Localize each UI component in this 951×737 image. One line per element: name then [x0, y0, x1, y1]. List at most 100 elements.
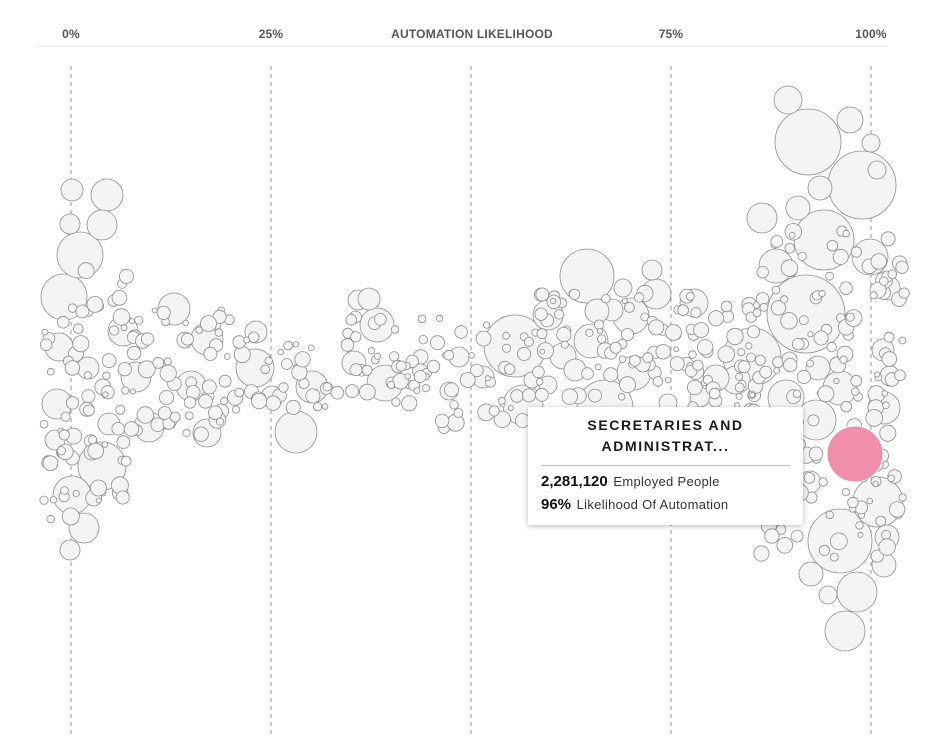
occupation-bubble-small: [417, 314, 427, 324]
x-tick-label: 75%: [659, 27, 684, 41]
occupation-bubble-small: [665, 324, 682, 341]
occupation-bubble-small: [367, 347, 376, 355]
occupation-bubble-small: [493, 410, 511, 428]
occupation-bubble-small: [887, 269, 898, 280]
occupation-bubble-small: [421, 384, 430, 393]
occupation-bubble-small: [880, 231, 896, 247]
occupation-bubble-small: [708, 387, 721, 400]
occupation-bubble-small: [183, 396, 196, 409]
occupation-bubble-small: [773, 367, 781, 374]
highlighted-occupation-bubble: [826, 425, 884, 483]
occupation-bubble-small: [507, 404, 514, 411]
occupation-bubble-small: [593, 319, 605, 330]
occupation-bubble-small: [857, 531, 864, 538]
occupation-bubble-small: [634, 292, 645, 303]
occupation-bubble-small: [536, 328, 548, 340]
occupation-bubble-small: [278, 382, 289, 393]
occupation-bubble-small: [449, 400, 459, 410]
occupation-bubble-small: [117, 362, 132, 377]
occupation-bubble-small: [784, 243, 796, 254]
occupation-bubble-small: [200, 315, 217, 333]
occupation-bubble-small: [556, 326, 572, 343]
occupation-bubble-small: [184, 411, 194, 421]
occupation-bubble-small: [232, 335, 246, 349]
occupation-bubble-small: [215, 417, 224, 426]
occupation-bubble-small: [123, 421, 140, 437]
occupation-bubble-small: [484, 375, 491, 382]
occupation-bubble-small: [169, 411, 181, 423]
occupation-bubble-small: [497, 396, 506, 405]
occupation-bubble-small: [115, 490, 130, 505]
tooltip-employed-row: 2,281,120 Employed People: [541, 473, 790, 490]
occupation-bubble-small: [413, 387, 421, 395]
tooltip-employed-count: 2,281,120: [541, 473, 608, 490]
occupation-bubble-small: [747, 325, 761, 339]
occupation-bubble-small: [454, 325, 468, 339]
occupation-bubble-small: [159, 364, 177, 382]
occupation-bubble-small: [826, 341, 837, 353]
occupation-bubble-small: [158, 390, 174, 406]
occupation-bubble-small: [426, 359, 441, 373]
occupation-bubble-small: [243, 336, 251, 344]
occupation-bubble-small: [39, 419, 49, 429]
occupation-bubble-small: [845, 312, 855, 322]
occupation-bubble-small: [686, 379, 703, 396]
x-tick-label: 100%: [855, 27, 887, 41]
occupation-bubble-small: [780, 259, 799, 277]
occupation-bubble-small: [181, 332, 194, 346]
occupation-bubble-small: [745, 342, 753, 350]
occupation-bubble-small: [560, 340, 569, 349]
occupation-bubble-small: [581, 367, 594, 380]
occupation-bubble-small: [404, 373, 411, 380]
occupation-bubble-small: [759, 302, 769, 312]
occupation-bubble: [861, 133, 881, 153]
occupation-bubble-small: [182, 428, 191, 437]
occupation-bubble: [867, 160, 887, 180]
occupation-bubble-small: [444, 382, 459, 398]
x-tick-label: 0%: [62, 27, 80, 41]
occupation-bubble-small: [734, 382, 745, 393]
occupation-bubble-small: [648, 319, 665, 336]
occupation-bubble-small: [157, 406, 172, 420]
occupation-bubble-small: [81, 389, 96, 404]
occupation-bubble-small: [517, 346, 532, 361]
occupation-bubble-small: [850, 246, 863, 258]
occupation-bubble-small: [688, 350, 697, 359]
occupation-bubble-small: [413, 370, 427, 383]
occupation-bubble-small: [842, 229, 850, 238]
occupation-bubble-small: [182, 319, 189, 327]
occupation-bubble-small: [673, 346, 680, 353]
occupation-bubble: [60, 178, 84, 202]
occupation-bubble-small: [621, 327, 635, 341]
occupation-bubble-small: [798, 315, 809, 326]
occupation-bubble-small: [870, 549, 884, 563]
occupation-bubble-small: [752, 308, 762, 318]
occupation-bubble-small: [770, 235, 784, 248]
occupation-bubble-small: [523, 336, 534, 347]
occupation-bubble-small: [265, 395, 281, 411]
occupation-bubble-small: [42, 455, 59, 472]
occupation-bubble-small: [808, 446, 824, 461]
occupation-bubble-small: [603, 367, 619, 383]
occupation-bubble: [59, 213, 81, 235]
occupation-bubble-small: [619, 376, 636, 394]
occupation-bubble-small: [617, 392, 626, 401]
occupation-bubble-small: [895, 260, 909, 274]
occupation-bubble-small: [285, 399, 301, 415]
occupation-bubble-small: [46, 367, 55, 376]
occupation-bubble-small: [878, 538, 896, 556]
occupation-bubble: [824, 610, 866, 652]
occupation-bubble-small: [806, 359, 814, 368]
occupation-bubble-small: [488, 405, 500, 417]
occupation-bubble-small: [665, 377, 672, 384]
occupation-bubble-small: [77, 262, 95, 280]
occupation-bubble-small: [60, 486, 69, 495]
occupation-bubble-small: [134, 315, 144, 325]
occupation-bubble-small: [39, 495, 49, 505]
occupation-bubble-small: [690, 307, 702, 319]
occupation-bubble-small: [881, 390, 888, 397]
occupation-bubble-small: [522, 388, 537, 403]
occupation-bubble-small: [95, 497, 102, 504]
occupation-bubble-small: [119, 268, 135, 284]
occupation-bubble-small: [847, 496, 859, 509]
